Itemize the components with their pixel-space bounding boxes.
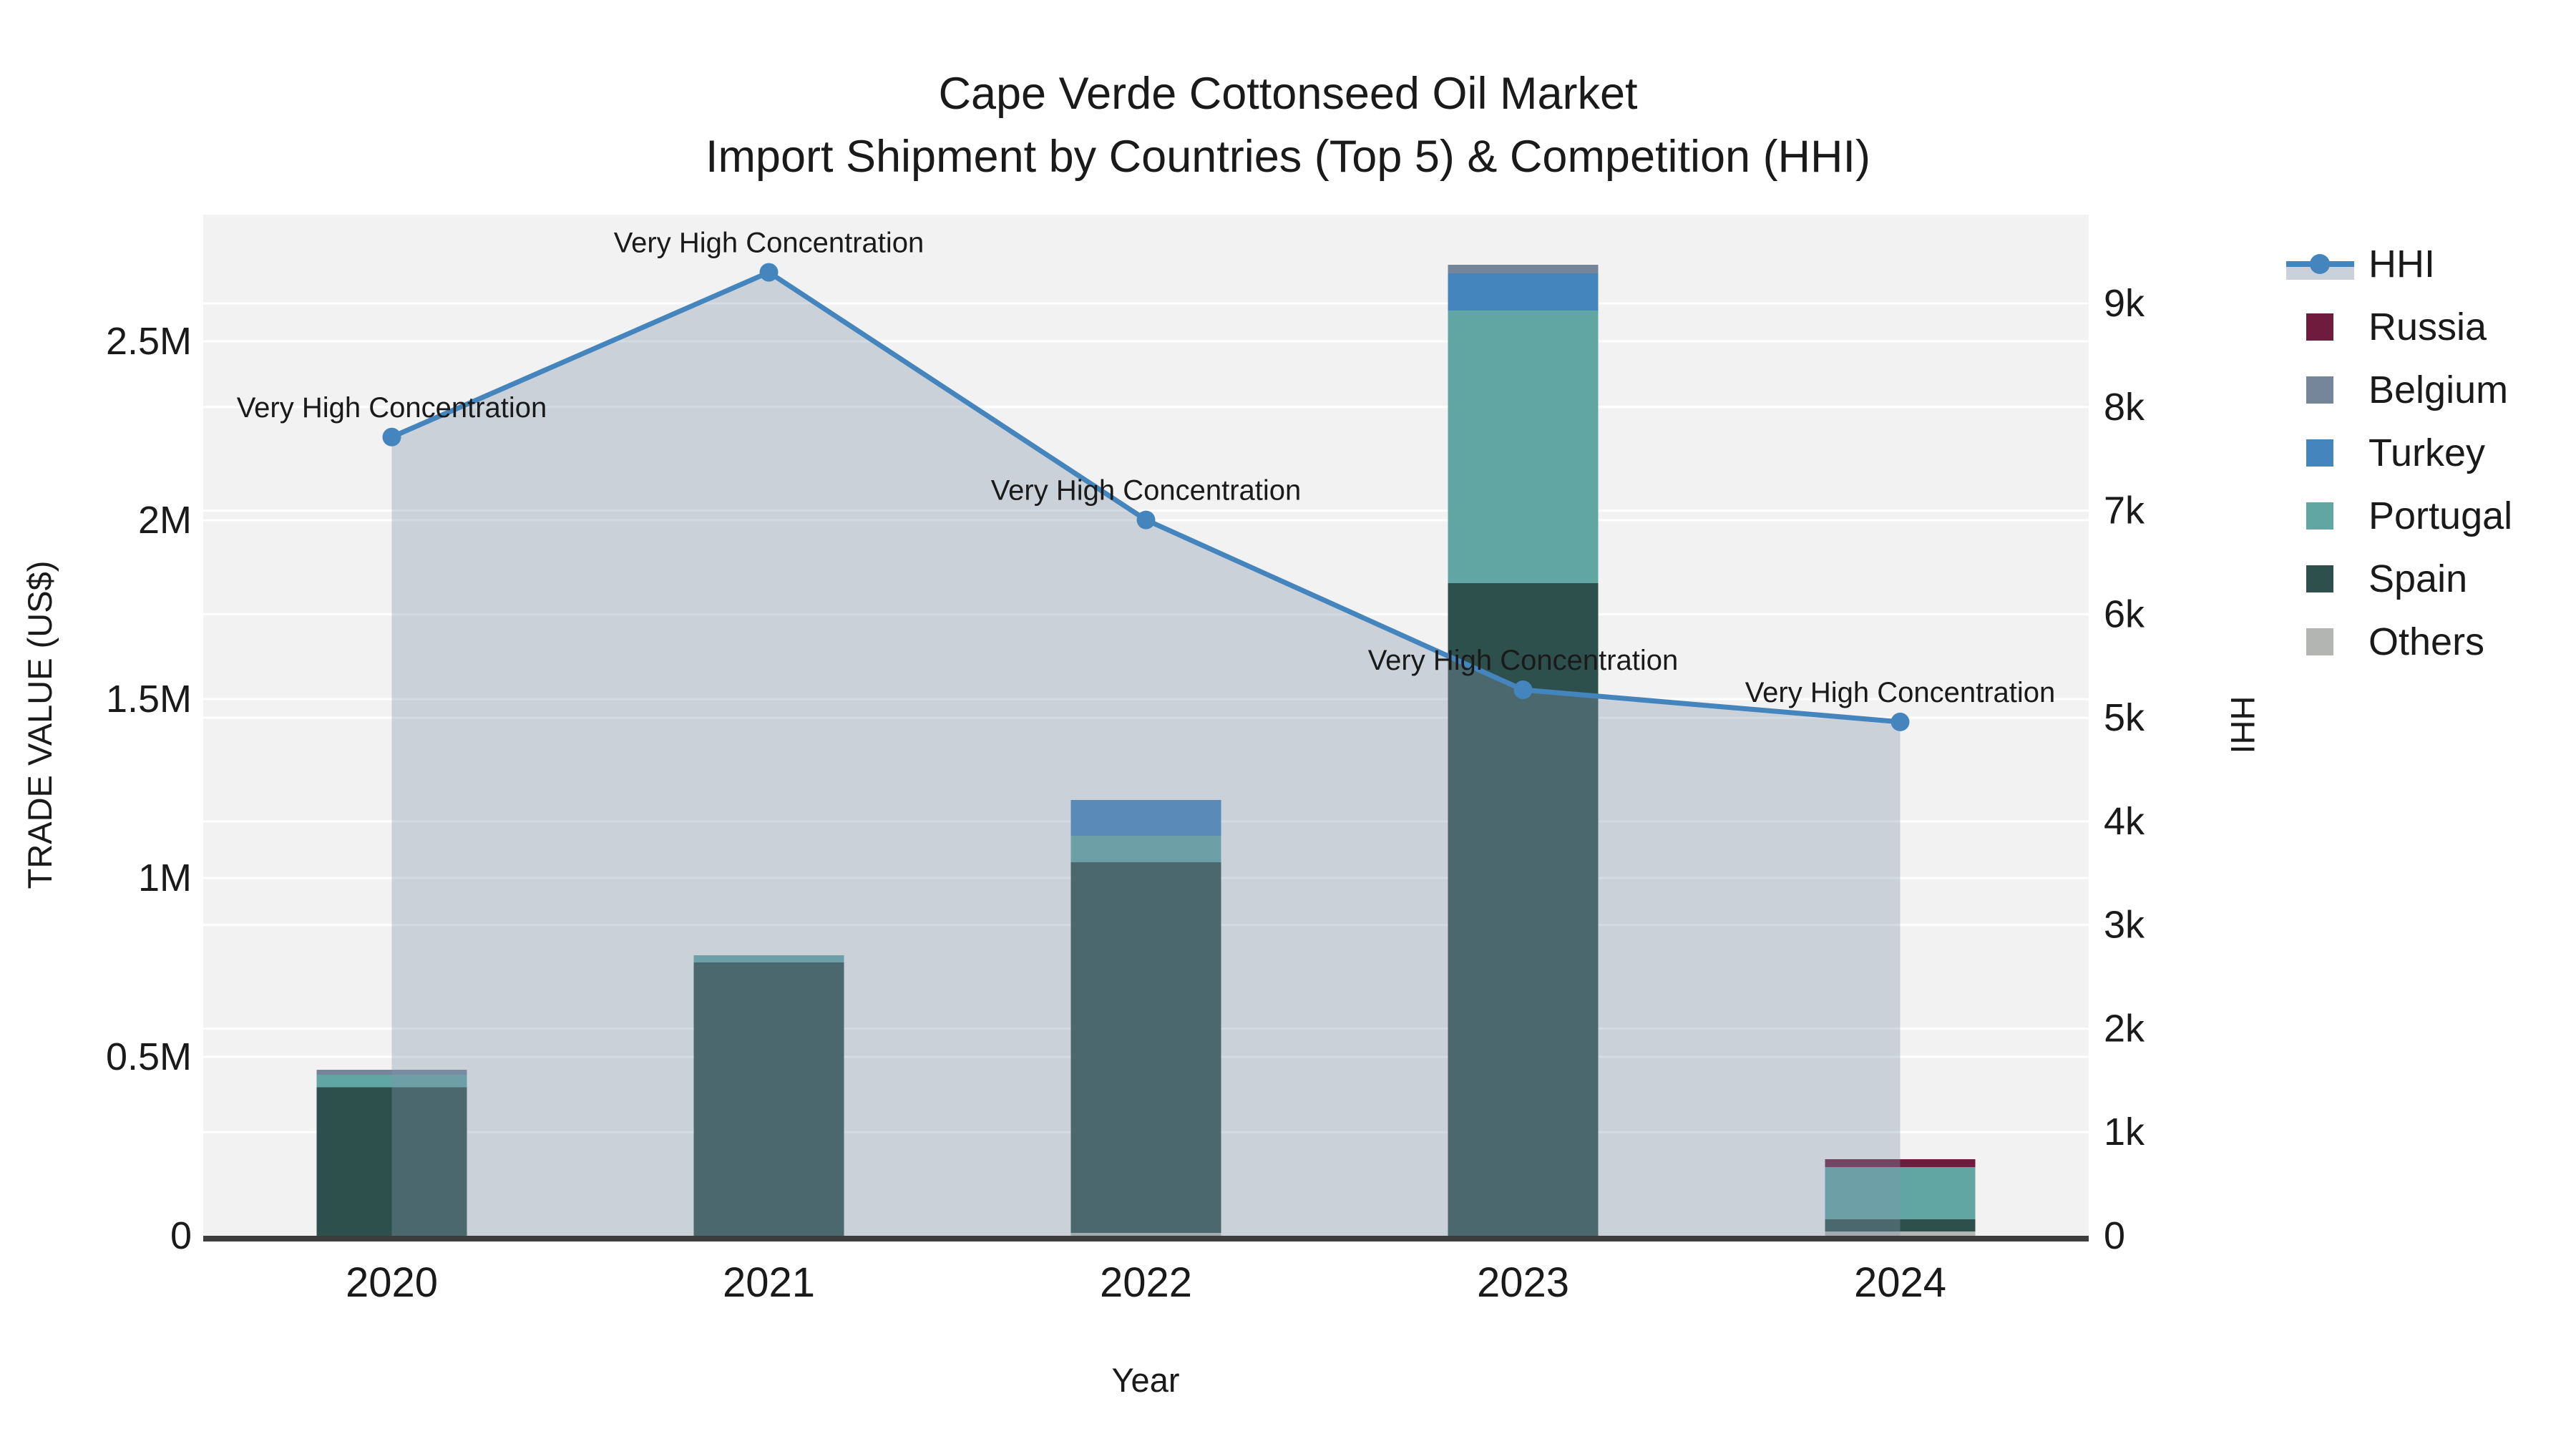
y-right-tick-label: 6k	[2104, 592, 2145, 635]
annotation-2022: Very High Concentration	[991, 475, 1302, 507]
y-left-tick-label: 2M	[138, 499, 192, 542]
legend-swatch-belgium	[2306, 376, 2333, 404]
bar-segment-portugal-2023	[1448, 311, 1599, 583]
bar-segment-portugal-2021	[693, 955, 844, 962]
legend-label-russia: Russia	[2368, 306, 2487, 348]
chart-title-line1: Cape Verde Cottonseed Oil Market	[938, 69, 1638, 119]
hhi-marker-2020	[382, 427, 401, 447]
y-right-tick-label: 3k	[2104, 904, 2145, 947]
legend-swatch-others	[2306, 628, 2333, 655]
legend-label-turkey: Turkey	[2368, 431, 2485, 474]
bar-segment-portugal-2022	[1070, 836, 1221, 862]
stacked-bars	[316, 265, 1976, 1236]
y-right-tick-label: 4k	[2104, 800, 2145, 843]
y-left-tick-label: 2.5M	[106, 320, 192, 363]
annotation-2021: Very High Concentration	[614, 228, 924, 259]
bar-segment-turkey-2023	[1448, 273, 1599, 311]
bar-segment-others-2022	[1070, 1233, 1221, 1236]
x-tick-label: 2022	[1100, 1259, 1192, 1306]
legend-item-others[interactable]: Others	[2306, 620, 2484, 663]
annotation-2023: Very High Concentration	[1368, 645, 1679, 676]
legend-item-spain[interactable]: Spain	[2306, 557, 2467, 600]
annotation-2020: Very High Concentration	[237, 392, 547, 424]
bar-segment-spain-2024	[1825, 1219, 1976, 1231]
legend-swatch-russia	[2306, 313, 2333, 341]
legend-item-russia[interactable]: Russia	[2306, 306, 2487, 348]
y-left-tick-label: 0.5M	[106, 1035, 192, 1078]
legend-item-belgium[interactable]: Belgium	[2306, 369, 2508, 411]
y-right-axis-title: HHI	[2224, 696, 2262, 754]
y-right-tick-label: 1k	[2104, 1111, 2145, 1153]
gridlines	[203, 302, 2089, 1133]
y-right-tick-label: 7k	[2104, 489, 2145, 532]
bar-segment-portugal-2024	[1825, 1167, 1976, 1219]
bar-segment-belgium-2023	[1448, 265, 1599, 273]
bar-segment-spain-2020	[316, 1087, 467, 1236]
x-axis-title: Year	[1112, 1361, 1180, 1399]
y-left-axis-title: TRADE VALUE (US$)	[21, 561, 59, 889]
legend-swatch-portugal	[2306, 502, 2333, 530]
bar-segment-turkey-2022	[1070, 800, 1221, 836]
hhi-area-fill	[391, 272, 1901, 1236]
x-tick-label: 2024	[1854, 1259, 1946, 1306]
legend-label-belgium: Belgium	[2368, 369, 2508, 411]
hhi-marker-2021	[759, 263, 779, 282]
legend-label-hhi: HHI	[2368, 243, 2435, 286]
legend-hhi-marker-swatch	[2310, 254, 2330, 274]
y-left-tick-label: 0	[170, 1214, 192, 1257]
annotation-2024: Very High Concentration	[1745, 677, 2056, 708]
y-right-tick-label: 8k	[2104, 386, 2145, 429]
legend-item-hhi[interactable]: HHI	[2286, 243, 2435, 286]
hhi-marker-2022	[1136, 510, 1156, 530]
hhi-marker-2024	[1890, 712, 1910, 731]
y-right-tick-label: 9k	[2104, 282, 2145, 325]
y-left-tick-label: 1.5M	[106, 678, 192, 721]
annotations: Very High Concentration Very High Concent…	[237, 228, 2056, 708]
tick-labels: 0 0.5M 1M 1.5M 2M 2.5M 0 1k 2k 3k 4k 5k 6k 7k 8k 9k 2020…	[106, 282, 2145, 1306]
bar-segment-belgium-2020	[316, 1070, 467, 1075]
legend-label-portugal: Portugal	[2368, 494, 2512, 537]
x-tick-label: 2023	[1477, 1259, 1569, 1306]
bar-segment-spain-2022	[1070, 862, 1221, 1233]
legend-swatch-turkey	[2306, 439, 2333, 467]
legend-item-portugal[interactable]: Portugal	[2306, 494, 2512, 537]
hhi-marker-2023	[1513, 680, 1533, 700]
bar-segment-others-2024	[1825, 1231, 1976, 1236]
x-tick-label: 2021	[723, 1259, 815, 1306]
y-left-tick-label: 1M	[138, 857, 192, 899]
legend-item-turkey[interactable]: Turkey	[2306, 431, 2485, 474]
legend: HHI Russia Belgium Turkey Portugal Spain Other…	[2286, 243, 2512, 663]
legend-swatch-spain	[2306, 565, 2333, 592]
legend-label-others: Others	[2368, 620, 2484, 663]
x-tick-label: 2020	[346, 1259, 438, 1306]
hhi-series	[382, 263, 1910, 1236]
y-right-tick-label: 5k	[2104, 696, 2145, 739]
bar-segment-portugal-2020	[316, 1075, 467, 1088]
bar-segment-spain-2021	[693, 962, 844, 1236]
chart-title-line2: Import Shipment by Countries (Top 5) & C…	[706, 132, 1870, 182]
y-right-tick-label: 0	[2104, 1214, 2125, 1257]
legend-label-spain: Spain	[2368, 557, 2467, 600]
bar-segment-russia-2024	[1825, 1159, 1976, 1167]
y-right-tick-label: 2k	[2104, 1007, 2145, 1050]
